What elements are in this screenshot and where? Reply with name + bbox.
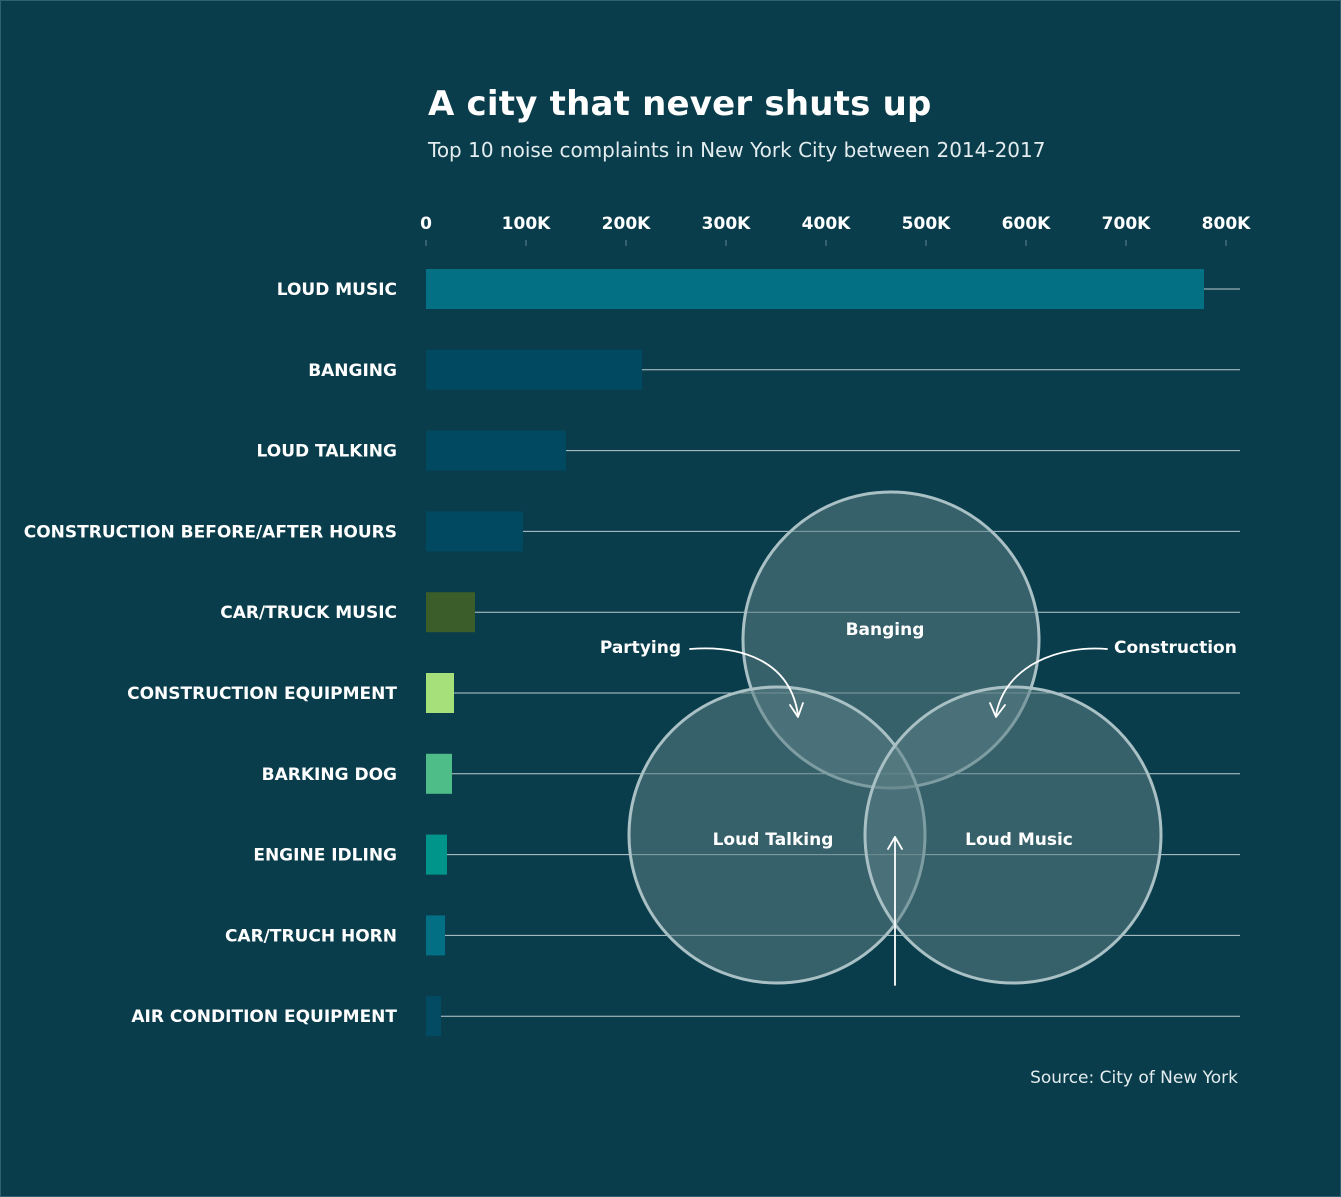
venn-set-label-2: Loud Music [965, 830, 1073, 850]
x-tick-label-2: 200K [602, 214, 651, 234]
category-label-2: LOUD TALKING [257, 442, 397, 462]
partying-arrow [689, 647, 799, 716]
category-label-6: BARKING DOG [262, 765, 397, 785]
bar-1 [426, 349, 642, 390]
x-tick-label-5: 500K [902, 214, 951, 234]
bar-7 [426, 834, 447, 875]
x-axis-ticks: 0 100K 200K 300K 400K 500K 600K 700K 800K [420, 214, 1251, 246]
x-tick-label-6: 600K [1002, 214, 1051, 234]
chart-subtitle: Top 10 noise complaints in New York City… [428, 138, 1046, 162]
venn-set-label-0: Banging [846, 620, 925, 640]
category-labels: LOUD MUSIC BANGING LOUD TALKING CONSTRUCTIO… [24, 280, 398, 1027]
category-label-5: CONSTRUCTION EQUIPMENT [127, 684, 397, 704]
construction-arrow-head [989, 702, 1006, 718]
venn-circle-2 [863, 685, 1163, 985]
x-tick-label-4: 400K [802, 214, 851, 234]
bars [426, 269, 1204, 1037]
venn-annotation-label-1: Construction [1114, 638, 1237, 658]
bar-5 [426, 673, 454, 713]
construction-arrow [995, 647, 1108, 716]
category-label-7: ENGINE IDLING [253, 846, 397, 866]
bar-8 [426, 915, 445, 956]
partying-arrow-head [789, 702, 804, 718]
category-label-3: CONSTRUCTION BEFORE/AFTER HOURS [24, 522, 397, 542]
bar-9 [426, 996, 441, 1037]
x-tick-label-1: 100K [502, 214, 551, 234]
category-label-0: LOUD MUSIC [277, 280, 397, 300]
category-label-4: CAR/TRUCK MUSIC [220, 603, 397, 623]
bar-4 [426, 592, 475, 633]
x-tick-label-8: 800K [1202, 214, 1251, 234]
category-label-8: CAR/TRUCH HORN [225, 926, 397, 946]
bar-3 [426, 511, 523, 552]
source-note: Source: City of New York [1030, 1068, 1238, 1088]
x-tick-label-0: 0 [420, 214, 432, 234]
x-tick-label-3: 300K [702, 214, 751, 234]
bar-0 [426, 269, 1204, 309]
category-label-1: BANGING [308, 361, 397, 381]
venn-annotation-label-0: Partying [600, 638, 681, 658]
bar-6 [426, 753, 452, 794]
chart-title: A city that never shuts up [428, 84, 932, 124]
center-arrow-head [887, 836, 903, 850]
x-tick-label-7: 700K [1102, 214, 1151, 234]
bar-2 [426, 430, 566, 471]
category-label-9: AIR CONDITION EQUIPMENT [131, 1007, 397, 1027]
venn-diagram: Banging Loud Talking Loud Music Partying Con… [600, 490, 1237, 986]
venn-set-label-1: Loud Talking [713, 830, 834, 850]
